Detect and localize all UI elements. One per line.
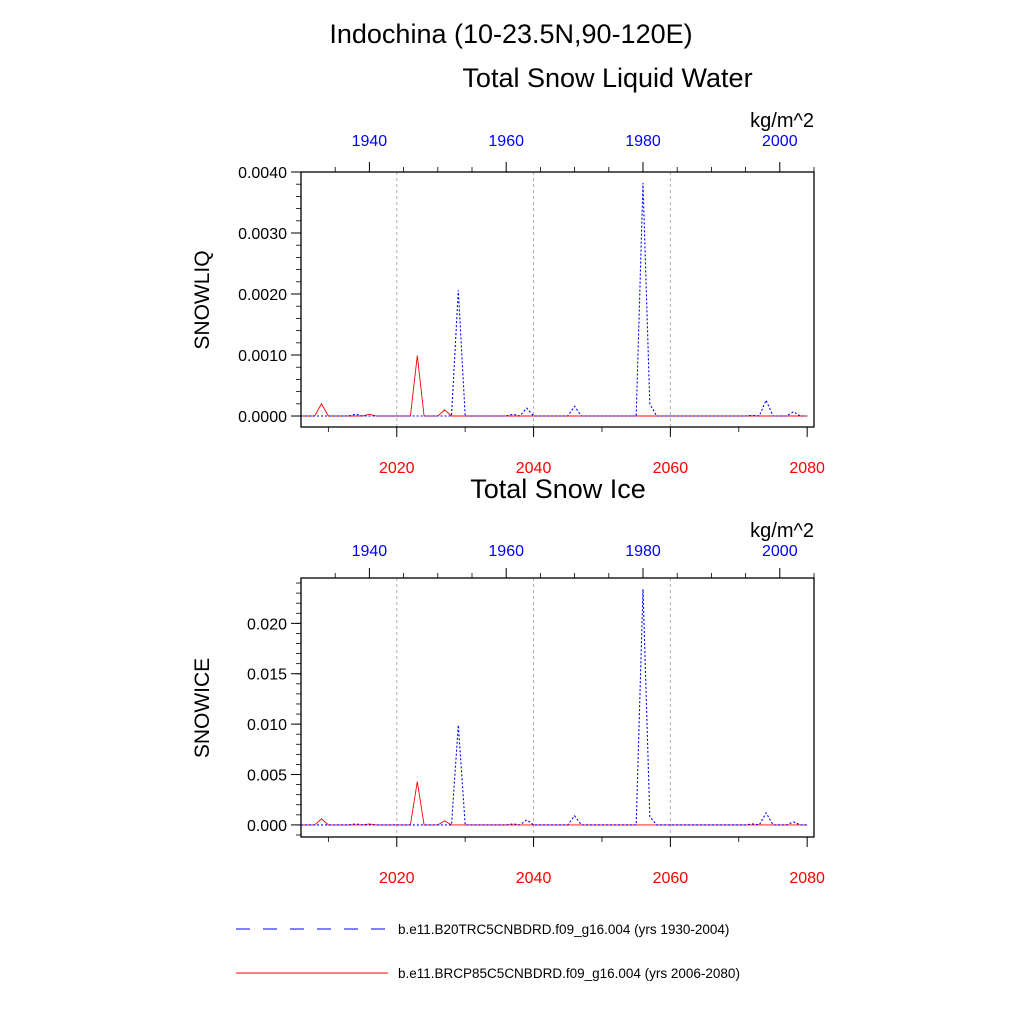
page-title: Indochina (10-23.5N,90-120E): [329, 19, 692, 49]
x-bottom-tick-label: 2040: [516, 460, 552, 477]
y-axis-label: SNOWLIQ: [191, 250, 214, 349]
y-tick-label: 0.0030: [238, 226, 287, 243]
chart-panels: Total Snow Liquid Water kg/m^2 0.0000 0.001…: [191, 63, 825, 887]
x-bottom-tick-label: 2020: [379, 460, 415, 477]
y-tick-label: 0.0020: [238, 287, 287, 304]
y-tick-label: 0.010: [247, 717, 287, 734]
x-top-tick-label: 1960: [488, 543, 524, 560]
units-label: kg/m^2: [750, 110, 814, 132]
x-bottom-tick-label: 2060: [653, 460, 689, 477]
x-top-tick-label: 1940: [352, 133, 388, 150]
x-top-tick-label: 1940: [352, 543, 388, 560]
y-tick-label: 0.0040: [238, 165, 287, 182]
x-top-tick-label: 2000: [762, 133, 798, 150]
chart-panel-1: Total Snow Liquid Water kg/m^2 0.0000 0.001…: [191, 63, 825, 477]
chart-title: Total Snow Ice: [470, 474, 646, 504]
legend: b.e11.B20TRC5CNBDRD.f09_g16.004 (yrs 193…: [236, 922, 740, 981]
x-bottom-tick-label: 2040: [516, 870, 552, 887]
x-top-tick-label: 2000: [762, 543, 798, 560]
plot-frame: [300, 577, 815, 838]
x-top-tick-label: 1960: [488, 133, 524, 150]
legend-label-2: b.e11.BRCP85C5CNBDRD.f09_g16.004 (yrs 20…: [398, 966, 740, 981]
x-bottom-tick-label: 2080: [789, 460, 825, 477]
y-tick-label: 0.005: [247, 768, 287, 785]
series-line-historical: [301, 182, 808, 417]
series-line-future: [301, 781, 808, 826]
series-line-historical: [301, 589, 808, 826]
chart-panel-2: Total Snow Ice kg/m^2 0.000 0.005 0.010 0.015…: [191, 474, 825, 887]
y-tick-label: 0.015: [247, 667, 287, 684]
series-line-future: [301, 355, 808, 417]
chart-title: Total Snow Liquid Water: [462, 63, 752, 93]
legend-label-1: b.e11.B20TRC5CNBDRD.f09_g16.004 (yrs 193…: [398, 922, 729, 937]
x-top-tick-label: 1980: [625, 133, 661, 150]
units-label: kg/m^2: [750, 520, 814, 542]
x-bottom-tick-label: 2060: [653, 870, 689, 887]
x-top-tick-label: 1980: [625, 543, 661, 560]
y-tick-label: 0.0010: [238, 348, 287, 365]
y-tick-label: 0.0000: [238, 409, 287, 426]
y-tick-label: 0.020: [247, 616, 287, 633]
y-axis-label: SNOWICE: [191, 658, 214, 758]
x-bottom-tick-label: 2020: [379, 870, 415, 887]
plot-frame: [300, 171, 815, 428]
y-tick-label: 0.000: [247, 818, 287, 835]
x-bottom-tick-label: 2080: [789, 870, 825, 887]
